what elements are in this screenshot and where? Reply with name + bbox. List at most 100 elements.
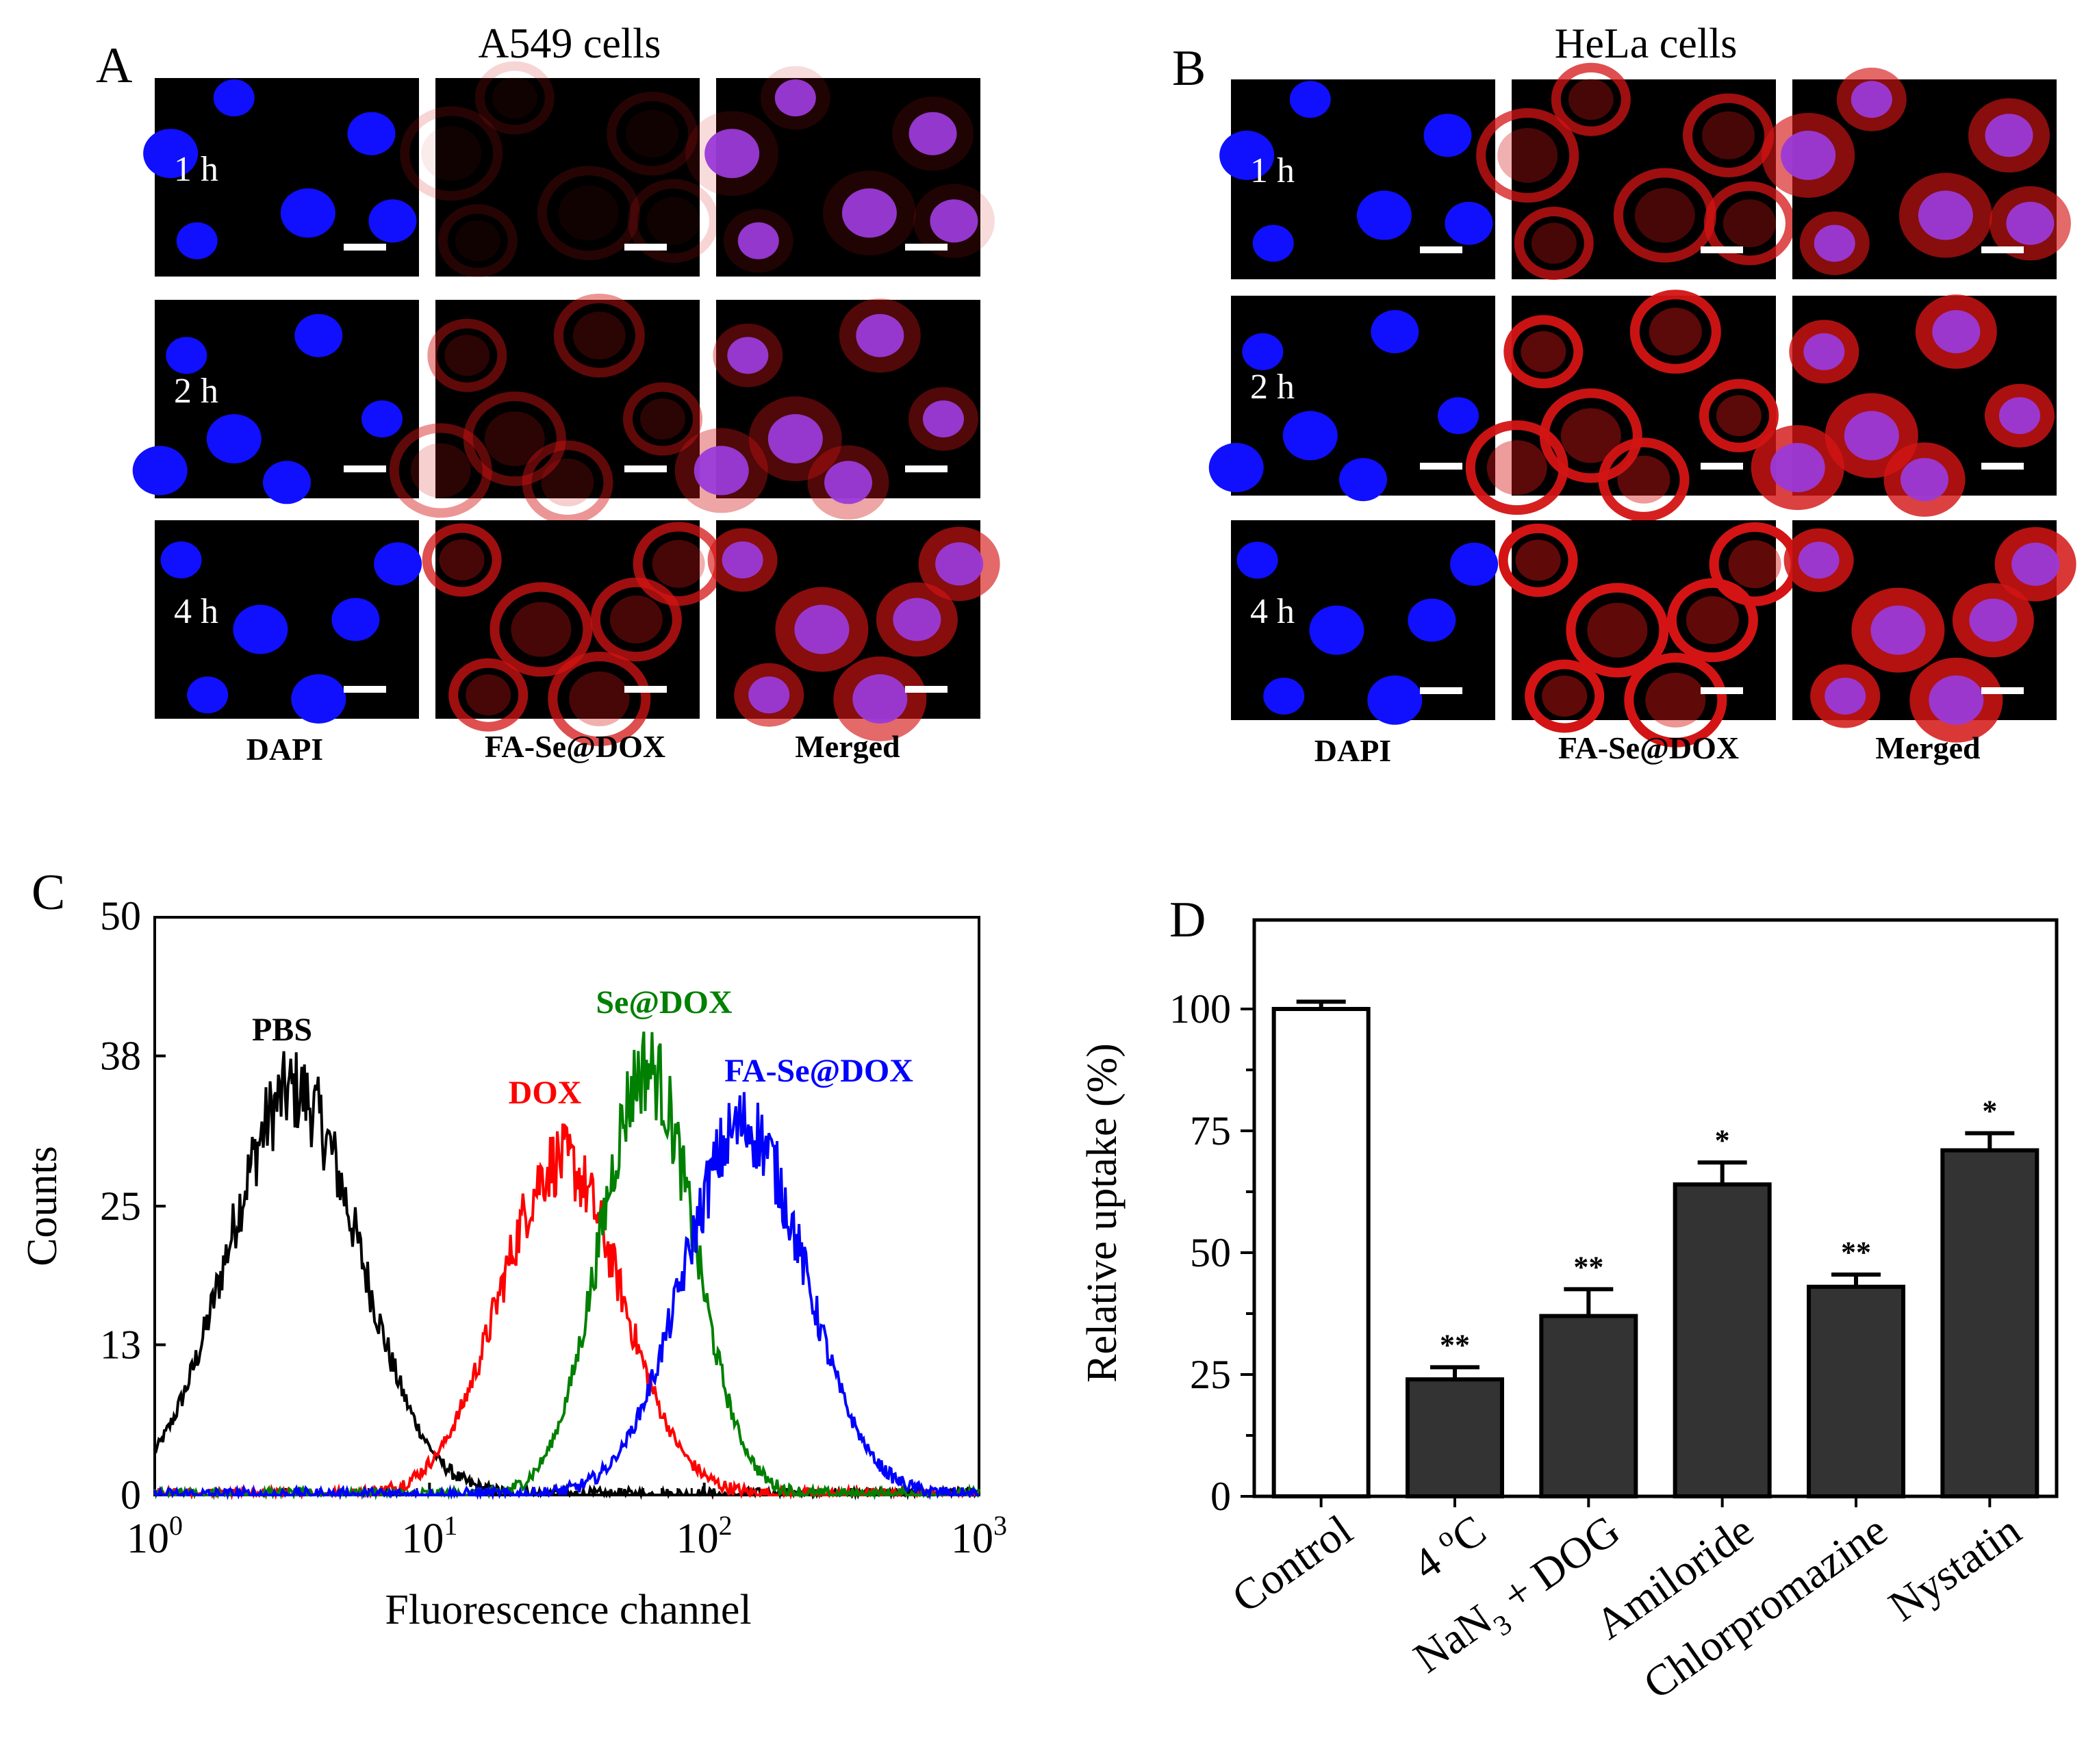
dapi-nucleus	[1263, 677, 1305, 715]
merged-nucleus	[922, 400, 964, 437]
panel-b-col-label-merged: Merged	[1875, 730, 1981, 765]
scale-bar	[624, 465, 667, 472]
scale-bar	[1981, 463, 2024, 470]
dox-cytoplasm	[455, 220, 500, 261]
panel-a-col-label-dapi: DAPI	[246, 732, 323, 767]
merged-nucleus	[767, 414, 823, 463]
dapi-nucleus	[1450, 542, 1499, 586]
dox-cell	[448, 658, 529, 732]
scale-bar	[624, 244, 667, 251]
dox-cytoplasm	[410, 443, 471, 498]
dox-cytoplasm	[1723, 199, 1776, 248]
chart-c-ytick-label: 50	[100, 893, 141, 938]
dox-cytoplasm	[609, 596, 663, 643]
chart-c-series-dox-label: DOX	[509, 1075, 582, 1111]
chart-d-bar	[1406, 1377, 1504, 1498]
chart-c-xlabel: Fluorescence channel	[385, 1587, 751, 1633]
chart-c-xtick-label: 103	[951, 1510, 1007, 1562]
panel-b-title: HeLa cells	[1555, 21, 1738, 67]
merged-nucleus	[852, 674, 908, 724]
dox-cell	[1551, 62, 1631, 136]
scale-bar	[1420, 246, 1462, 253]
panel-a-image-r1-c1: 1 h	[143, 78, 419, 277]
dapi-nucleus	[1289, 81, 1331, 118]
panel-d-letter: D	[1169, 892, 1206, 948]
dox-cell	[1629, 290, 1721, 374]
dox-cell	[490, 582, 593, 677]
dox-cell	[1624, 652, 1727, 747]
dapi-nucleus	[1236, 541, 1278, 579]
scale-bar	[624, 686, 667, 693]
merged-nucleus	[1918, 190, 1973, 240]
chart-c-series-pbs-label: PBS	[252, 1012, 312, 1048]
scale-bar	[1420, 687, 1462, 694]
dox-cytoplasm	[1716, 395, 1762, 437]
image-background	[435, 78, 700, 277]
image-background	[435, 300, 700, 498]
image-background	[435, 520, 700, 719]
merged-nucleus	[694, 446, 749, 496]
dox-cytoplasm	[444, 335, 490, 376]
panel-c-letter: C	[31, 865, 65, 921]
chart-c-xtick-label: 100	[127, 1510, 183, 1562]
image-background	[1512, 520, 1776, 720]
chart-d-bar	[1271, 1007, 1371, 1498]
dapi-nucleus	[361, 400, 403, 437]
scale-bar	[344, 465, 386, 472]
dox-cell	[537, 166, 640, 261]
dox-cytoplasm	[569, 672, 630, 726]
merged-nucleus	[935, 542, 984, 586]
dapi-nucleus	[233, 604, 288, 654]
merged-nucleus	[1770, 443, 1825, 493]
chart-d-bar	[1673, 1182, 1772, 1498]
chart-d-ytick-label: 75	[1190, 1108, 1231, 1153]
dox-cytoplasm	[466, 674, 511, 716]
dox-cell	[422, 523, 502, 597]
merged-nucleus	[1929, 675, 1984, 725]
merged-nucleus	[1781, 130, 1836, 180]
dapi-nucleus	[374, 542, 422, 586]
merged-nucleus	[1870, 605, 1926, 655]
panel-b-image-r1-c2	[1476, 62, 1795, 280]
chart-c-ylabel: Counts	[19, 1146, 66, 1266]
scale-bar	[1981, 687, 2024, 694]
scale-bar	[1701, 463, 1743, 470]
chart-d-category-label: 4 oC	[1403, 1504, 1495, 1589]
chart-d-ytick-label: 0	[1210, 1474, 1231, 1519]
chart-d-frame	[1252, 918, 2059, 1498]
panel-a-image-r3-c3	[707, 520, 1000, 741]
chart-d-significance: **	[1841, 1236, 1871, 1269]
chart-d-significance: **	[1573, 1250, 1603, 1283]
dox-cytoplasm	[1521, 331, 1566, 372]
chart-c-series-fa-se-dox	[153, 1092, 980, 1500]
dox-cytoplasm	[1686, 596, 1739, 644]
panel-a-image-r2-c2	[389, 293, 702, 525]
merged-nucleus	[794, 604, 850, 654]
merged-nucleus	[1803, 333, 1845, 370]
merged-nucleus	[841, 188, 897, 238]
dapi-nucleus	[1309, 605, 1364, 655]
merged-nucleus	[2011, 542, 2060, 586]
dox-cytoplasm	[439, 539, 485, 580]
chart-c-ytick-label: 0	[120, 1472, 141, 1518]
panel-a-letter: A	[96, 38, 132, 94]
merged-nucleus	[824, 461, 872, 504]
merged-nucleus	[774, 79, 816, 116]
dapi-nucleus	[206, 414, 262, 463]
merged-nucleus	[1844, 411, 1899, 461]
dapi-nucleus	[1445, 201, 1493, 245]
panel-a-image-r3-c2	[422, 520, 724, 746]
dapi-nucleus	[1252, 225, 1294, 262]
dox-cell	[1498, 523, 1578, 597]
dox-cell	[1525, 659, 1605, 733]
dox-cytoplasm	[1587, 602, 1648, 658]
time-label: 2 h	[1250, 368, 1295, 407]
merged-nucleus	[1932, 310, 1981, 354]
dapi-nucleus	[132, 446, 188, 496]
dox-cell	[1514, 206, 1594, 280]
merged-nucleus	[893, 598, 941, 641]
panel-b-col-label-fa-se-dox: FA-Se@DOX	[1558, 730, 1739, 765]
time-label: 4 h	[1250, 592, 1295, 631]
dox-cell	[627, 179, 719, 264]
dox-cell	[1566, 583, 1669, 678]
